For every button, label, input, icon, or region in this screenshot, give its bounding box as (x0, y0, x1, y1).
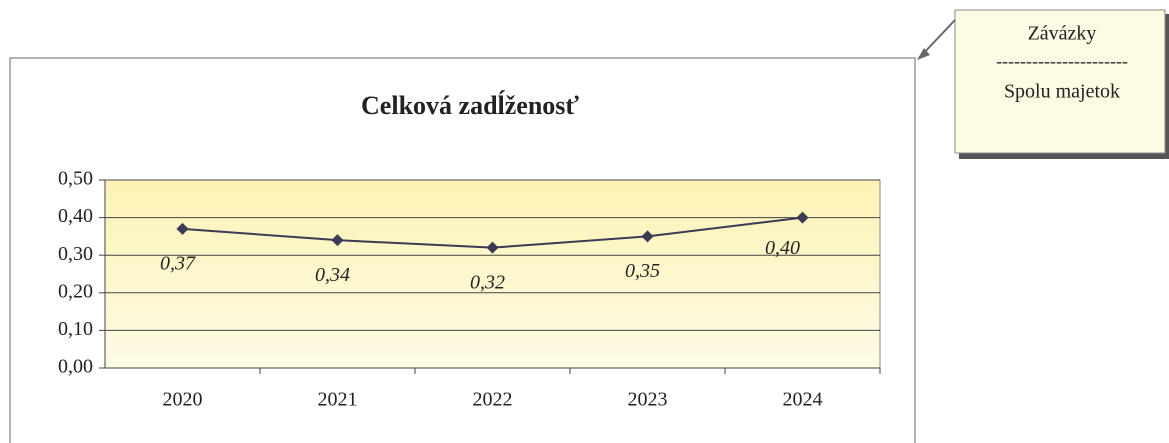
data-label: 0,35 (625, 260, 660, 282)
marker (486, 241, 499, 254)
y-tick-label: 0,50 (58, 168, 93, 190)
y-tick-label: 0,30 (58, 243, 93, 265)
marker (796, 211, 809, 224)
x-tick-label: 2024 (783, 389, 823, 411)
y-tick-label: 0,10 (58, 318, 93, 340)
chart-title: Celková zadĺženosť (361, 91, 579, 120)
callout-box (954, 9, 1166, 154)
x-tick-label: 2020 (163, 389, 203, 411)
plot-area (104, 179, 881, 369)
marker (331, 234, 344, 247)
x-tick-label: 2022 (473, 389, 513, 411)
data-label: 0,40 (765, 237, 800, 259)
callout-arrowhead (917, 48, 930, 60)
x-tick-label: 2021 (318, 389, 358, 411)
data-label: 0,37 (160, 252, 196, 274)
x-tick-label: 2023 (628, 389, 668, 411)
callout-separator: ---------------------- (996, 51, 1128, 71)
callout-numerator: Závázky (1028, 23, 1097, 45)
marker (641, 230, 654, 243)
y-tick-label: 0,00 (58, 356, 93, 378)
data-label: 0,32 (470, 271, 505, 293)
data-label: 0,34 (315, 264, 350, 286)
y-tick-label: 0,20 (58, 280, 93, 302)
y-tick-label: 0,40 (58, 205, 93, 227)
marker (176, 222, 189, 235)
callout-denominator: Spolu majetok (1004, 81, 1120, 103)
